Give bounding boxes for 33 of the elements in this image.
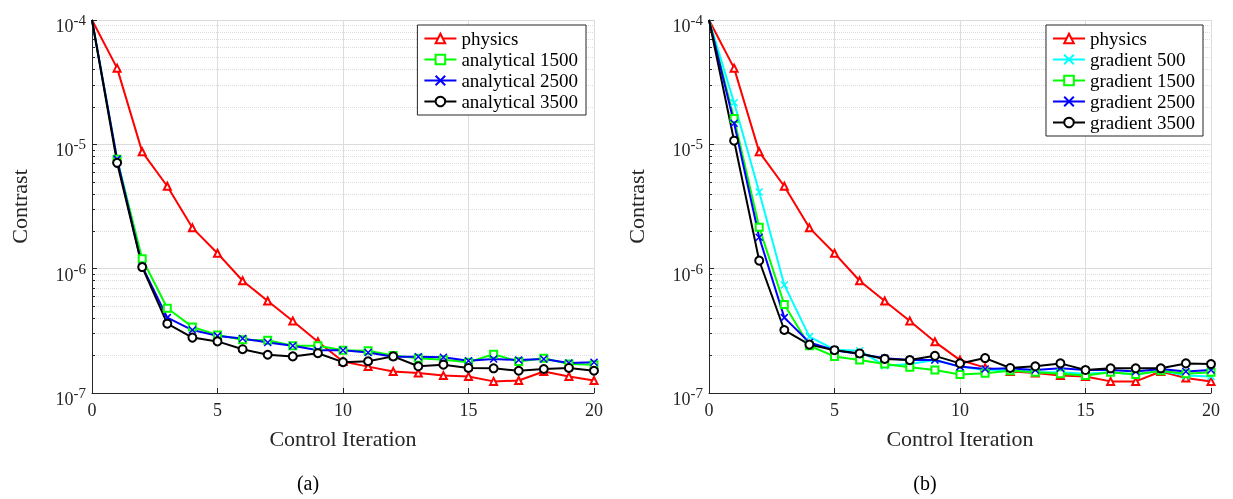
- y-tick-label: 10$^{-4}$: [55, 11, 86, 37]
- legend-label: analytical 2500: [461, 70, 579, 91]
- y-tick-label: 10$^{-7}$: [55, 384, 86, 410]
- legend-label: gradient 3500: [1090, 112, 1196, 133]
- legend-label: gradient 2500: [1090, 91, 1196, 112]
- y-tick-label: 10$^{-6}$: [55, 259, 86, 286]
- legend-label: analytical 3500: [461, 91, 579, 112]
- x-axis-title: Control Iteration: [886, 425, 1034, 451]
- y-tick-label: 10$^{-6}$: [672, 259, 703, 286]
- x-tick-label: 5: [213, 400, 222, 420]
- x-tick-label: 15: [459, 400, 478, 420]
- y-tick-label: 10$^{-5}$: [55, 135, 86, 162]
- x-tick-label: 5: [830, 400, 839, 420]
- text: (a): [296, 472, 320, 495]
- y-tick-label: 10$^{-5}$: [672, 135, 703, 162]
- x-tick-label: 10: [334, 400, 352, 420]
- x-tick-label: 20: [585, 400, 603, 420]
- legend-label: gradient 1500: [1090, 70, 1196, 91]
- y-axis-title: Contrast: [623, 169, 649, 244]
- x-tick-label: 0: [704, 400, 714, 420]
- x-tick-label: 15: [1076, 400, 1095, 420]
- x-tick-label: 10: [951, 400, 969, 420]
- legend-label: physics: [1090, 28, 1147, 49]
- legend-label: physics: [461, 28, 519, 49]
- legend-label: analytical 1500: [461, 49, 579, 70]
- y-tick-label: 10$^{-4}$: [672, 11, 703, 37]
- x-tick-label: 0: [87, 400, 97, 420]
- x-tick-label: 20: [1202, 400, 1220, 420]
- legend-label: gradient 500: [1090, 49, 1186, 70]
- x-axis-title: Control Iteration: [269, 425, 417, 451]
- y-axis-title: Contrast: [6, 169, 32, 244]
- text: (b): [913, 472, 937, 495]
- y-tick-label: 10$^{-7}$: [672, 384, 703, 410]
